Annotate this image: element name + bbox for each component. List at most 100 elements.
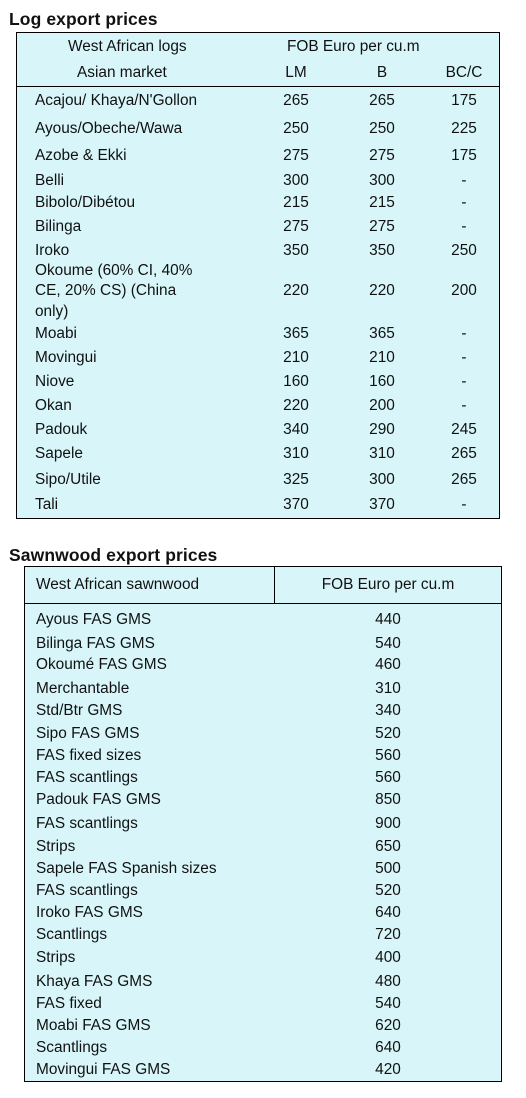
header-divider — [25, 603, 501, 604]
log-price-lm: 250 — [283, 120, 309, 137]
log-species: Bilinga — [35, 218, 82, 235]
sawnwood-item: Scantlings — [36, 926, 108, 943]
header-bc: BC/C — [445, 64, 483, 81]
sawnwood-price-table: West African sawnwood FOB Euro per cu.m … — [24, 566, 502, 1082]
log-price-lm: 365 — [283, 325, 309, 342]
log-price-b: 275 — [369, 147, 395, 164]
log-species: Iroko — [35, 242, 70, 259]
sawnwood-item: Iroko FAS GMS — [36, 904, 143, 921]
sawnwood-item: Padouk FAS GMS — [36, 791, 161, 808]
log-species-line: only) — [35, 303, 69, 320]
log-species: Padouk — [35, 421, 88, 438]
log-price-b: 300 — [369, 172, 395, 189]
log-price-table: West African logs FOB Euro per cu.m Asia… — [16, 32, 500, 519]
log-price-b: 300 — [369, 471, 395, 488]
log-price-bc: 225 — [451, 120, 477, 137]
log-species: Tali — [35, 496, 59, 513]
log-price-b: 200 — [369, 397, 395, 414]
header-divider — [17, 86, 499, 87]
log-price-b: 265 — [369, 92, 395, 109]
sawnwood-item: FAS scantlings — [36, 815, 138, 832]
sawnwood-price: 560 — [375, 769, 401, 786]
sawnwood-price: 420 — [375, 1061, 401, 1078]
header-west-african-logs: West African logs — [68, 38, 187, 55]
log-price-lm: 265 — [283, 92, 309, 109]
log-species: Okan — [35, 397, 72, 414]
log-species: Sipo/Utile — [35, 471, 101, 488]
sawnwood-price: 460 — [375, 656, 401, 673]
header-fob-price-group: FOB Euro per cu.m — [287, 38, 420, 55]
sawnwood-price: 640 — [375, 1039, 401, 1056]
log-price-lm: 275 — [283, 147, 309, 164]
log-price-b: 370 — [369, 496, 395, 513]
header-b: B — [376, 64, 388, 81]
log-price-bc: 175 — [451, 92, 477, 109]
sawnwood-price: 560 — [375, 747, 401, 764]
sawnwood-price: 340 — [375, 702, 401, 719]
sawnwood-price: 440 — [375, 611, 401, 628]
sawnwood-item: Okoumé FAS GMS — [36, 656, 167, 673]
log-species-line: Okoume (60% CI, 40% — [35, 262, 193, 279]
log-price-bc: 250 — [451, 242, 477, 259]
sawnwood-item: Strips — [36, 949, 76, 966]
sawnwood-price: 850 — [375, 791, 401, 808]
log-price-lm: 325 — [283, 471, 309, 488]
sawnwood-item: Sipo FAS GMS — [36, 725, 140, 742]
log-price-b: 365 — [369, 325, 395, 342]
sawnwood-price: 720 — [375, 926, 401, 943]
log-species: Sapele — [35, 445, 83, 462]
log-price-bc: - — [461, 325, 467, 342]
log-price-lm: 340 — [283, 421, 309, 438]
log-price-bc: 265 — [451, 471, 477, 488]
log-price-bc: - — [461, 218, 467, 235]
header-fob-price: FOB Euro per cu.m — [321, 576, 455, 593]
sawnwood-item: Scantlings — [36, 1039, 108, 1056]
sawnwood-price: 620 — [375, 1017, 401, 1034]
sawnwood-price: 520 — [375, 882, 401, 899]
log-species: Belli — [35, 172, 65, 189]
log-price-bc: - — [461, 496, 467, 513]
log-price-lm: 220 — [283, 397, 309, 414]
sawnwood-item: Merchantable — [36, 680, 130, 697]
log-price-lm: 160 — [283, 373, 309, 390]
sawnwood-price: 650 — [375, 838, 401, 855]
log-species: Bibolo/Dibétou — [35, 194, 136, 211]
sawnwood-item: Khaya FAS GMS — [36, 973, 153, 990]
sawnwood-item: FAS fixed sizes — [36, 747, 142, 764]
sawnwood-price: 400 — [375, 949, 401, 966]
sawnwood-item: Ayous FAS GMS — [36, 611, 152, 628]
log-price-lm: 215 — [283, 194, 309, 211]
log-price-b: 350 — [369, 242, 395, 259]
log-price-b: 160 — [369, 373, 395, 390]
log-price-bc: 175 — [451, 147, 477, 164]
sawnwood-price: 480 — [375, 973, 401, 990]
log-price-lm: 370 — [283, 496, 309, 513]
log-price-bc: - — [461, 397, 467, 414]
sawnwood-item: FAS scantlings — [36, 882, 138, 899]
log-price-bc: 265 — [451, 445, 477, 462]
sawnwood-item: Strips — [36, 838, 76, 855]
log-price-lm: 210 — [283, 349, 309, 366]
log-price-lm: 300 — [283, 172, 309, 189]
log-price-lm: 350 — [283, 242, 309, 259]
header-west-african-sawnwood: West African sawnwood — [36, 576, 200, 593]
log-species: Azobe & Ekki — [35, 147, 127, 164]
log-species: Acajou/ Khaya/N'Gollon — [35, 92, 198, 109]
sawnwood-item: Sapele FAS Spanish sizes — [36, 860, 217, 877]
log-species-line: CE, 20% CS) (China — [35, 282, 177, 299]
sawnwood-item: FAS fixed — [36, 995, 102, 1012]
log-price-bc: 200 — [451, 282, 477, 299]
log-species: Niove — [35, 373, 75, 390]
sawnwood-item: Std/Btr GMS — [36, 702, 123, 719]
header-column-divider — [274, 567, 275, 603]
log-price-b: 215 — [369, 194, 395, 211]
log-price-bc: - — [461, 373, 467, 390]
log-price-bc: - — [461, 194, 467, 211]
sawnwood-item: Movingui FAS GMS — [36, 1061, 171, 1078]
log-price-b: 310 — [369, 445, 395, 462]
log-species: Movingui — [35, 349, 97, 366]
log-price-lm: 310 — [283, 445, 309, 462]
log-species: Moabi — [35, 325, 77, 342]
log-price-b: 250 — [369, 120, 395, 137]
sawnwood-price: 900 — [375, 815, 401, 832]
